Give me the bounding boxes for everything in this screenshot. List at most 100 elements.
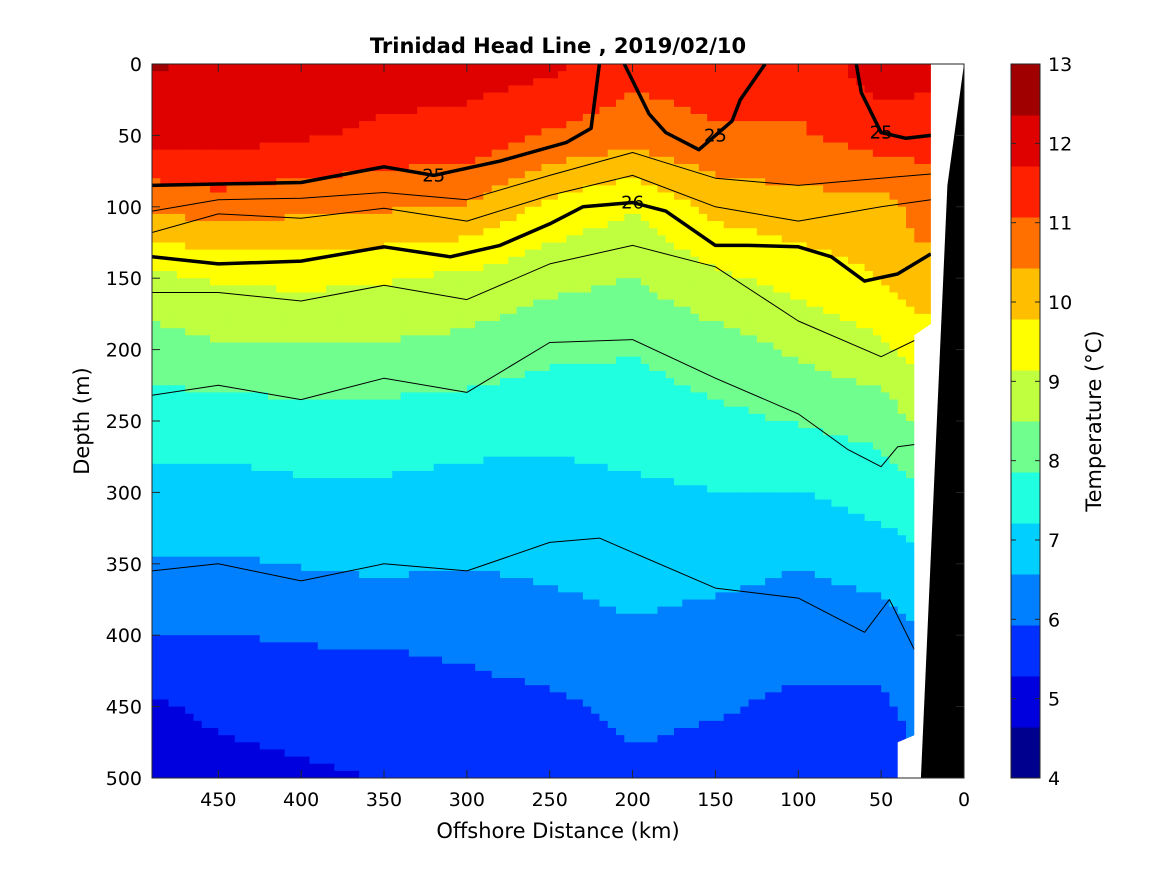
temperature-cell	[839, 78, 849, 87]
temperature-cell	[425, 99, 435, 108]
temperature-cell	[541, 235, 551, 244]
temperature-cell	[284, 171, 294, 179]
temperature-cell	[599, 149, 609, 158]
temperature-cell	[375, 299, 385, 308]
temperature-cell	[508, 135, 518, 144]
temperature-cell	[375, 85, 385, 94]
temperature-cell	[591, 363, 601, 372]
temperature-cell	[400, 71, 410, 79]
temperature-cell	[765, 349, 775, 358]
temperature-cell	[566, 163, 576, 172]
temperature-cell	[350, 413, 360, 422]
temperature-cell	[284, 221, 294, 229]
temperature-cell	[640, 249, 650, 258]
temperature-cell	[723, 171, 733, 179]
temperature-cell	[442, 235, 451, 244]
temperature-cell	[234, 149, 244, 158]
temperature-cell	[160, 163, 170, 172]
temperature-cell	[292, 385, 302, 394]
temperature-cell	[872, 292, 882, 301]
temperature-cell	[889, 71, 899, 79]
temperature-cell	[491, 256, 501, 265]
temperature-cell	[458, 192, 468, 201]
temperature-cell	[781, 113, 791, 122]
temperature-cell	[466, 371, 476, 379]
temperature-cell	[632, 121, 642, 129]
temperature-cell	[906, 292, 915, 301]
temperature-cell	[276, 342, 286, 351]
temperature-cell	[508, 335, 518, 344]
temperature-cell	[508, 363, 518, 372]
temperature-cell	[906, 349, 915, 358]
temperature-cell	[367, 135, 377, 144]
temperature-cell	[748, 406, 758, 415]
temperature-cell	[889, 185, 899, 194]
temperature-cell	[756, 271, 766, 279]
temperature-cell	[301, 306, 311, 315]
temperature-cell	[881, 378, 891, 386]
temperature-cell	[375, 106, 385, 115]
temperature-cell	[417, 156, 427, 165]
temperature-cell	[268, 378, 277, 386]
temperature-cell	[243, 421, 253, 429]
temperature-cell	[657, 371, 667, 379]
temperature-cell	[326, 178, 335, 186]
temperature-cell	[748, 342, 758, 351]
temperature-cell	[682, 228, 692, 236]
temperature-cell	[417, 306, 427, 315]
temperature-cell	[226, 249, 236, 258]
temperature-cell	[500, 378, 509, 386]
temperature-cell	[483, 156, 493, 165]
temperature-cell	[698, 135, 708, 144]
temperature-cell	[848, 142, 857, 151]
temperature-cell	[259, 399, 269, 408]
temperature-cell	[176, 378, 186, 386]
temperature-cell	[168, 413, 178, 422]
temperature-cell	[375, 113, 385, 122]
temperature-cell	[483, 306, 493, 315]
temperature-cell	[781, 271, 791, 279]
temperature-cell	[558, 228, 567, 236]
temperature-cell	[301, 349, 311, 358]
temperature-cell	[607, 349, 617, 358]
temperature-cell	[176, 149, 186, 158]
temperature-cell	[665, 121, 675, 129]
temperature-cell	[268, 271, 277, 279]
temperature-cell	[781, 221, 791, 229]
temperature-cell	[856, 221, 866, 229]
temperature-cell	[872, 356, 882, 365]
temperature-cell	[185, 378, 195, 386]
temperature-cell	[848, 106, 857, 115]
temperature-cell	[881, 249, 891, 258]
temperature-cell	[516, 121, 526, 129]
temperature-cell	[483, 149, 493, 158]
temperature-cell	[226, 135, 236, 144]
temperature-cell	[748, 278, 758, 286]
temperature-cell	[723, 313, 733, 322]
temperature-cell	[781, 228, 791, 236]
temperature-cell	[234, 378, 244, 386]
temperature-cell	[864, 228, 874, 236]
temperature-cell	[906, 371, 915, 379]
temperature-cell	[475, 392, 485, 401]
temperature-cell	[848, 349, 857, 358]
temperature-cell	[607, 328, 617, 336]
temperature-cell	[872, 256, 882, 265]
temperature-cell	[508, 413, 518, 422]
temperature-cell	[566, 185, 576, 194]
temperature-cell	[649, 292, 659, 301]
temperature-cell	[516, 163, 526, 172]
temperature-cell	[790, 263, 799, 272]
temperature-cell	[317, 78, 327, 87]
temperature-cell	[864, 242, 874, 251]
temperature-cell	[715, 78, 725, 87]
temperature-cell	[839, 85, 849, 94]
temperature-cell	[616, 92, 625, 101]
temperature-cell	[657, 121, 667, 129]
temperature-cell	[690, 99, 700, 108]
temperature-cell	[756, 399, 766, 408]
temperature-cell	[707, 142, 717, 151]
temperature-cell	[839, 199, 849, 208]
temperature-cell	[748, 371, 758, 379]
temperature-cell	[450, 342, 460, 351]
